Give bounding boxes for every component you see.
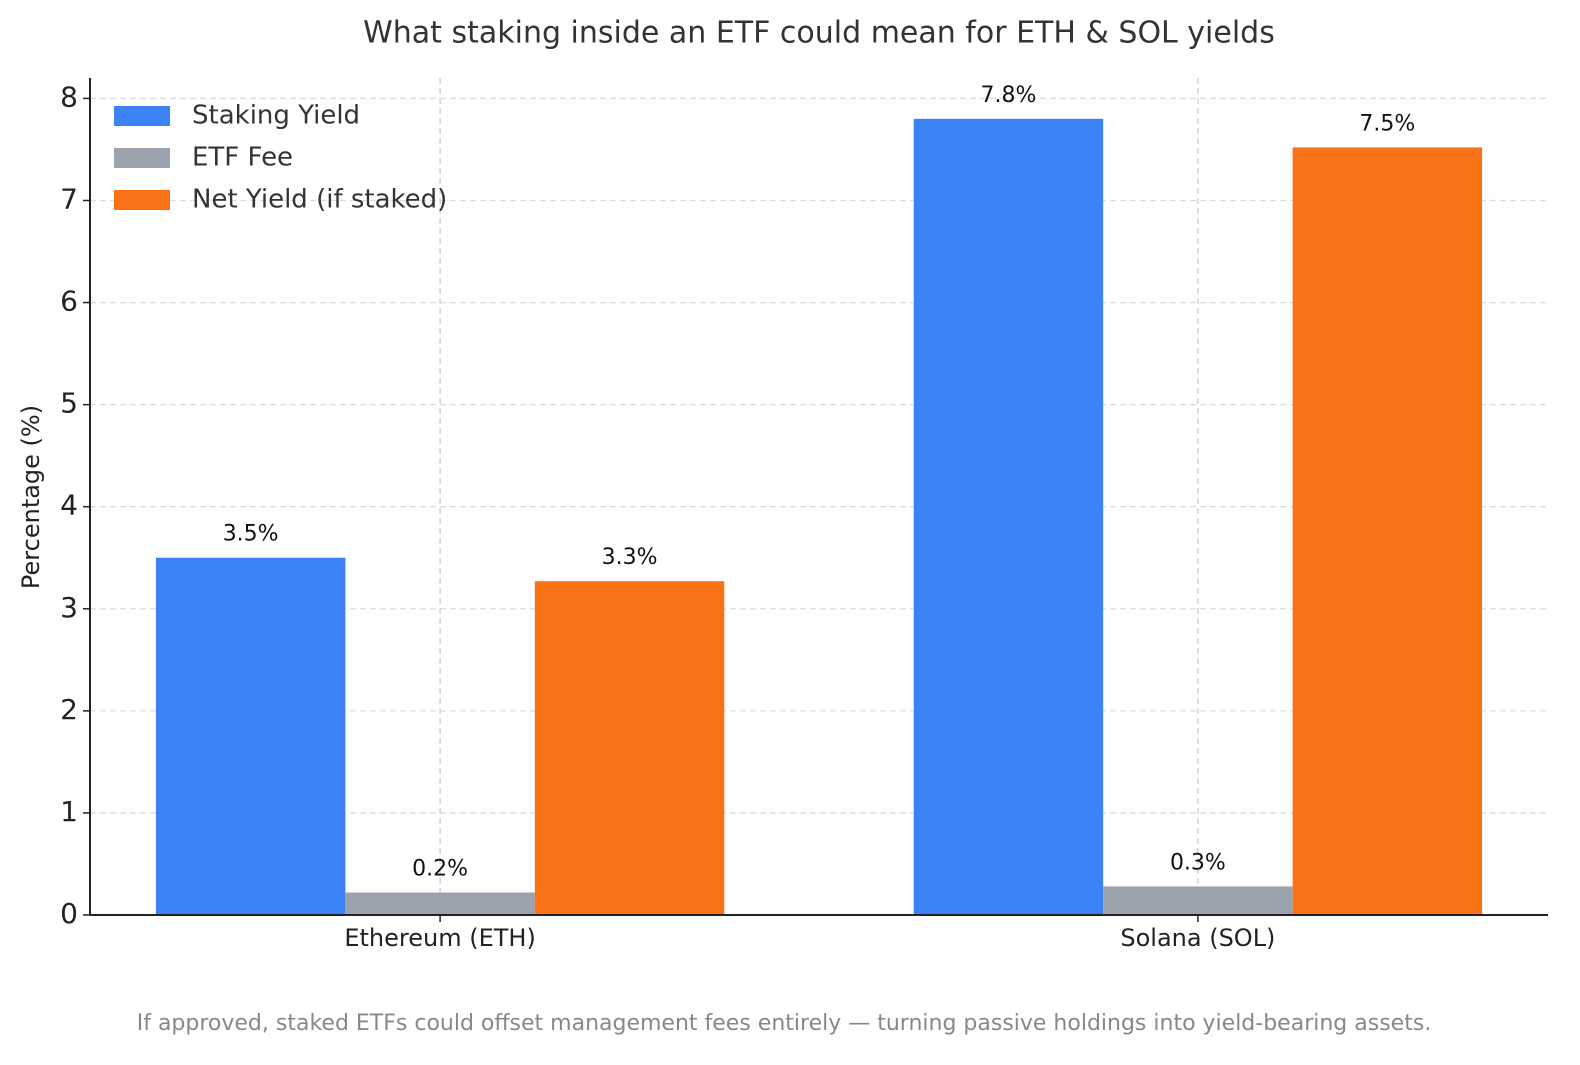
data-label: 7.8% [980, 83, 1036, 108]
bar [534, 581, 725, 915]
data-label: 3.3% [602, 545, 658, 570]
legend-label: ETF Fee [192, 143, 293, 173]
y-tick-label: 6 [60, 285, 78, 318]
data-label: 0.3% [1170, 850, 1226, 875]
y-tick-label: 0 [60, 897, 78, 930]
data-label: 7.5% [1359, 111, 1415, 136]
bar [155, 557, 346, 915]
y-tick-label: 2 [60, 693, 78, 726]
data-label: 3.5% [223, 522, 279, 547]
bar [1103, 886, 1293, 915]
data-label: 0.2% [412, 857, 468, 882]
y-tick-label: 5 [60, 387, 78, 420]
legend-swatch [114, 190, 170, 210]
y-tick-label: 3 [60, 591, 78, 624]
y-tick-label: 8 [60, 80, 78, 113]
bar [1292, 147, 1483, 915]
bar [913, 118, 1104, 915]
legend-label: Staking Yield [192, 101, 360, 131]
bar [345, 892, 535, 915]
legend-label: Net Yield (if staked) [192, 185, 447, 215]
y-tick-label: 7 [60, 182, 78, 215]
x-tick-label: Ethereum (ETH) [344, 924, 535, 952]
caption: If approved, staked ETFs could offset ma… [137, 1011, 1432, 1036]
legend-swatch [114, 106, 170, 126]
y-tick-label: 1 [60, 795, 78, 828]
legend-swatch [114, 148, 170, 168]
y-tick-label: 4 [60, 489, 78, 522]
y-axis-label: Percentage (%) [17, 405, 45, 589]
x-tick-label: Solana (SOL) [1120, 924, 1275, 952]
chart-title: What staking inside an ETF could mean fo… [363, 16, 1275, 51]
